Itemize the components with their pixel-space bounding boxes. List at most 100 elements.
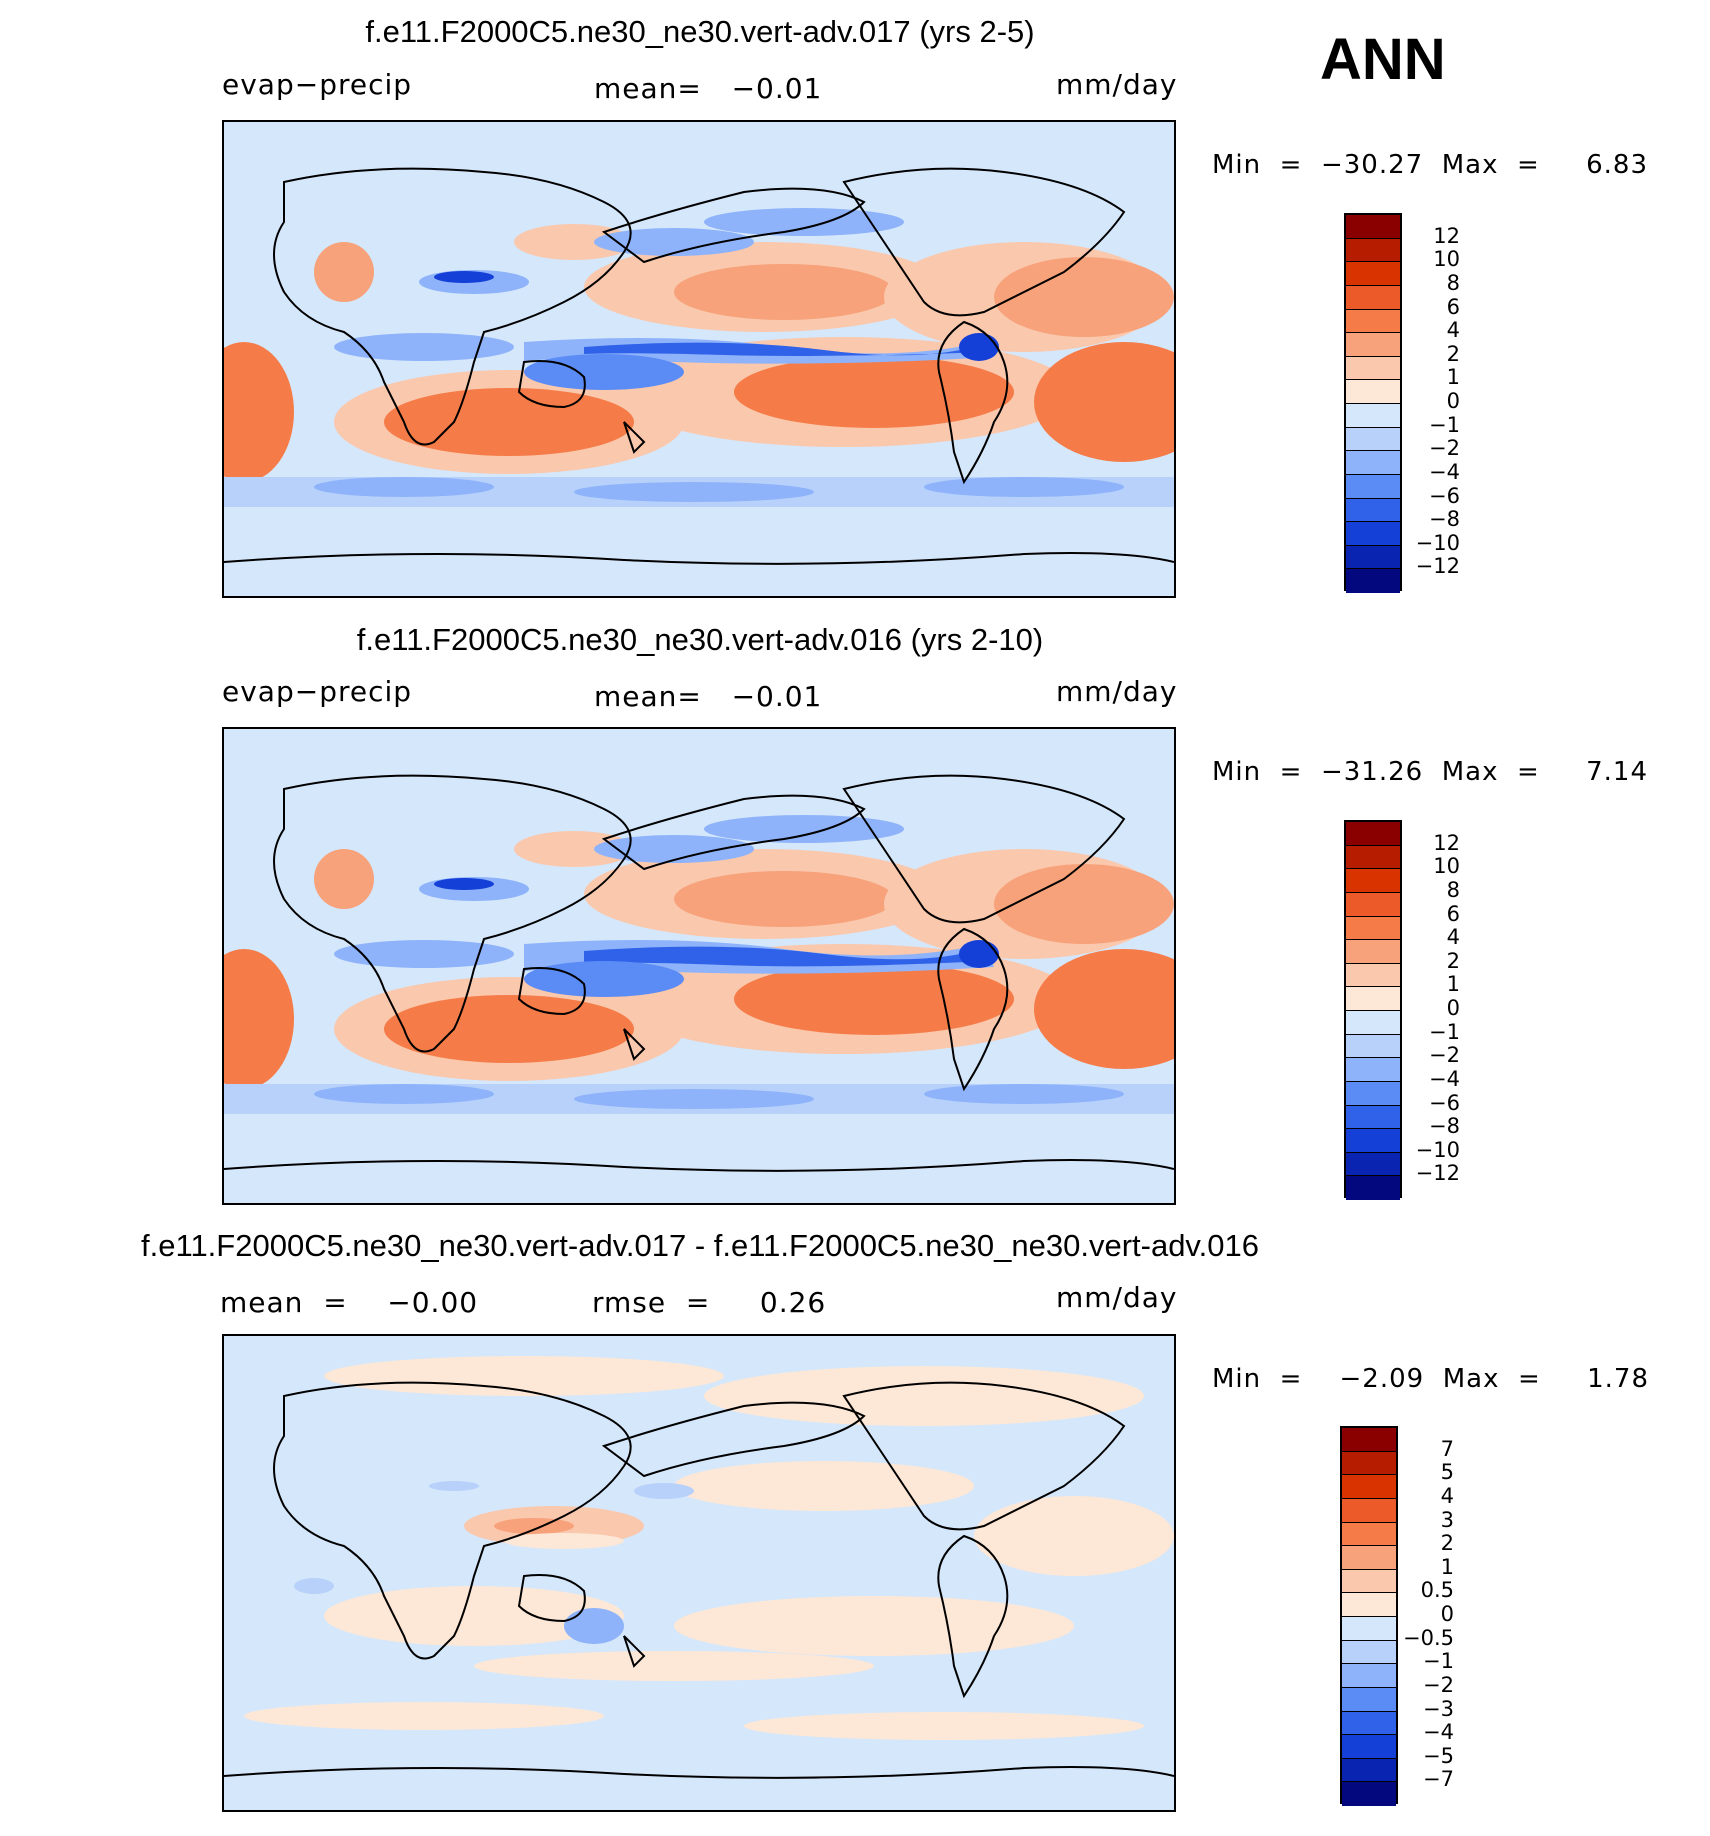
panel-3-colorbar xyxy=(1340,1426,1398,1806)
colorbar-swatch xyxy=(1346,1129,1400,1153)
panel-2-colorbar-labels: 12 10 8 6 4 2 1 0 −1 −2 −4 −6 −8 −10 −12 xyxy=(1390,820,1460,1198)
colorbar-level-label: 8 xyxy=(1446,270,1460,295)
colorbar-level-label: −1 xyxy=(1429,412,1460,437)
colorbar-swatch xyxy=(1342,1546,1396,1570)
panel-3-units: mm/day xyxy=(1056,1281,1178,1314)
colorbar-swatch xyxy=(1346,356,1400,381)
colorbar-level-label: 0 xyxy=(1446,389,1460,413)
panel-1-colorbar-labels: 12 10 8 6 4 2 1 0 −1 −2 −4 −6 −8 −10 −12 xyxy=(1390,213,1460,591)
colorbar-swatch xyxy=(1346,892,1400,917)
colorbar-level-label: −12 xyxy=(1415,554,1460,579)
colorbar-swatch xyxy=(1342,1687,1396,1712)
colorbar-swatch xyxy=(1342,1593,1396,1617)
colorbar-swatch xyxy=(1346,1176,1400,1200)
colorbar-level-label: 4 xyxy=(1446,925,1460,950)
colorbar-level-label: 4 xyxy=(1446,318,1460,343)
panel-3-map xyxy=(222,1334,1176,1812)
colorbar-swatch xyxy=(1342,1451,1396,1476)
colorbar-level-label: −5 xyxy=(1423,1743,1454,1768)
colorbar-level-label: 1 xyxy=(1446,365,1460,390)
colorbar-swatch xyxy=(1346,404,1400,428)
panel-2-colorbar xyxy=(1344,820,1402,1200)
colorbar-swatch xyxy=(1346,380,1400,404)
colorbar-swatch xyxy=(1346,451,1400,475)
colorbar-level-label: −0.5 xyxy=(1403,1625,1454,1650)
panel-1-map-svg xyxy=(224,122,1174,596)
colorbar-swatch xyxy=(1346,916,1400,941)
panel-3-title: f.e11.F2000C5.ne30_ne30.vert-adv.017 - f… xyxy=(141,1228,1259,1263)
colorbar-swatch xyxy=(1346,498,1400,523)
colorbar-swatch xyxy=(1346,1081,1400,1106)
colorbar-level-label: 6 xyxy=(1446,294,1460,319)
colorbar-level-label: 10 xyxy=(1433,247,1460,272)
colorbar-level-label: −7 xyxy=(1423,1767,1454,1792)
colorbar-level-label: 12 xyxy=(1433,830,1460,855)
colorbar-swatch xyxy=(1342,1569,1396,1594)
panel-2-variable: evap−precip xyxy=(222,675,413,708)
colorbar-level-label: 6 xyxy=(1446,901,1460,926)
colorbar-swatch xyxy=(1346,1011,1400,1035)
colorbar-swatch xyxy=(1346,474,1400,499)
colorbar-level-label: −6 xyxy=(1429,483,1460,508)
panel-3-min-max: Min = −2.09 Max = 1.78 xyxy=(1212,1364,1649,1394)
panel-3-rmse: rmse = 0.26 xyxy=(592,1286,827,1319)
panel-2-units: mm/day xyxy=(1056,675,1178,708)
colorbar-level-label: 1 xyxy=(1446,972,1460,997)
colorbar-swatch xyxy=(1346,238,1400,263)
colorbar-swatch xyxy=(1342,1711,1396,1736)
panel-2-title: f.e11.F2000C5.ne30_ne30.vert-adv.016 (yr… xyxy=(356,622,1044,657)
panel-1-variable: evap−precip xyxy=(222,68,413,101)
colorbar-level-label: −10 xyxy=(1415,1137,1460,1162)
panel-1-map xyxy=(222,120,1176,598)
colorbar-level-label: 0 xyxy=(1440,1602,1454,1626)
colorbar-level-label: 2 xyxy=(1440,1531,1454,1556)
colorbar-level-label: 8 xyxy=(1446,877,1460,902)
colorbar-swatch xyxy=(1346,1058,1400,1082)
colorbar-level-label: 1 xyxy=(1440,1554,1454,1579)
colorbar-swatch xyxy=(1346,987,1400,1011)
colorbar-swatch xyxy=(1346,522,1400,546)
colorbar-swatch xyxy=(1342,1475,1396,1499)
colorbar-level-label: −4 xyxy=(1423,1720,1454,1745)
colorbar-level-label: −1 xyxy=(1423,1649,1454,1674)
panel-2-min-max: Min = −31.26 Max = 7.14 xyxy=(1212,757,1649,787)
colorbar-level-label: −2 xyxy=(1423,1672,1454,1697)
colorbar-swatch xyxy=(1342,1782,1396,1806)
colorbar-level-label: −8 xyxy=(1429,507,1460,532)
colorbar-level-label: 3 xyxy=(1440,1507,1454,1532)
panel-3-map-svg xyxy=(224,1336,1174,1810)
panel-2-map xyxy=(222,727,1176,1205)
panel-1-min-max: Min = −30.27 Max = 6.83 xyxy=(1212,150,1649,180)
panel-3-colorbar-labels: 7 5 4 3 2 1 0.5 0 −0.5 −1 −2 −3 −4 −5 −7 xyxy=(1384,1426,1454,1804)
colorbar-swatch xyxy=(1346,215,1400,239)
colorbar-level-label: 7 xyxy=(1440,1436,1454,1461)
colorbar-level-label: −10 xyxy=(1415,530,1460,555)
colorbar-level-label: −8 xyxy=(1429,1114,1460,1139)
colorbar-swatch xyxy=(1346,545,1400,570)
colorbar-level-label: 12 xyxy=(1433,223,1460,248)
season-label: ANN xyxy=(1320,27,1446,92)
colorbar-level-label: −6 xyxy=(1429,1090,1460,1115)
colorbar-level-label: 4 xyxy=(1440,1483,1454,1508)
panel-1-colorbar xyxy=(1344,213,1402,593)
colorbar-level-label: 5 xyxy=(1440,1460,1454,1485)
colorbar-swatch xyxy=(1342,1640,1396,1665)
panel-3-mean: mean = −0.00 xyxy=(220,1286,479,1319)
panel-2-mean: mean= −0.01 xyxy=(594,680,823,713)
colorbar-level-label: 2 xyxy=(1446,341,1460,366)
panel-1-units: mm/day xyxy=(1056,68,1178,101)
colorbar-swatch xyxy=(1346,1105,1400,1130)
colorbar-swatch xyxy=(1346,333,1400,357)
colorbar-swatch xyxy=(1346,1034,1400,1059)
colorbar-swatch xyxy=(1342,1498,1396,1523)
colorbar-swatch xyxy=(1346,427,1400,452)
colorbar-swatch xyxy=(1342,1735,1396,1759)
colorbar-swatch xyxy=(1342,1664,1396,1688)
colorbar-swatch xyxy=(1346,963,1400,988)
colorbar-level-label: −1 xyxy=(1429,1019,1460,1044)
colorbar-swatch xyxy=(1342,1617,1396,1641)
colorbar-level-label: −4 xyxy=(1429,459,1460,484)
colorbar-swatch xyxy=(1346,309,1400,334)
colorbar-level-label: 10 xyxy=(1433,854,1460,879)
panel-1-mean: mean= −0.01 xyxy=(594,72,823,105)
